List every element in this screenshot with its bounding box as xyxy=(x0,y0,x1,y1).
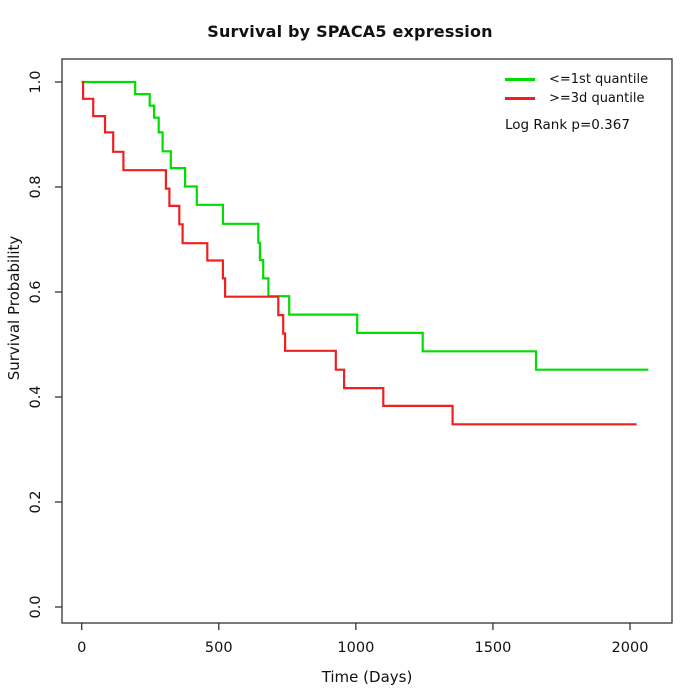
y-tick-label: 0.2 xyxy=(28,490,44,513)
x-tick-label: 1500 xyxy=(474,640,511,656)
logrank-pvalue-text: Log Rank p=0.367 xyxy=(505,117,630,133)
y-tick-label: 0.4 xyxy=(28,385,44,408)
x-tick-label: 500 xyxy=(205,640,233,656)
x-axis-label: Time (Days) xyxy=(321,668,413,686)
legend-item: >=3d quantile xyxy=(505,89,685,108)
legend-swatch-green-line xyxy=(505,78,535,81)
series-line-green xyxy=(81,80,649,371)
x-tick-label: 2000 xyxy=(612,640,649,656)
series-line-red xyxy=(81,80,637,426)
legend-item: <=1st quantile xyxy=(505,70,685,89)
legend-label: >=3d quantile xyxy=(549,91,645,106)
legend-swatch-red-line xyxy=(505,97,535,100)
y-tick-label: 0.6 xyxy=(28,280,44,303)
y-axis-label: Survival Probability xyxy=(5,235,23,381)
legend: <=1st quantile >=3d quantile Log Rank p=… xyxy=(505,70,685,133)
legend-label: <=1st quantile xyxy=(549,72,649,87)
y-tick-label: 0.0 xyxy=(28,595,44,618)
plot-frame xyxy=(61,58,673,624)
chart-title: Survival by SPACA5 expression xyxy=(207,22,493,41)
x-tick-label: 1000 xyxy=(337,640,374,656)
y-tick-label: 0.8 xyxy=(28,175,44,198)
x-tick-label: 0 xyxy=(77,640,86,656)
y-tick-label: 1.0 xyxy=(28,70,44,93)
